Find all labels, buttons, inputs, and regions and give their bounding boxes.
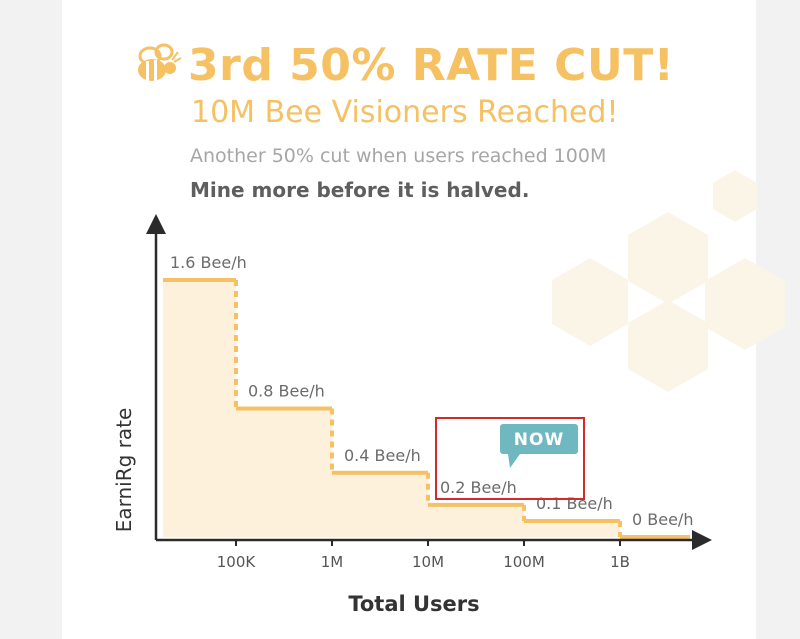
rate-area xyxy=(163,280,690,537)
page-title: 3rd 50% RATE CUT! xyxy=(188,40,675,91)
step-label: 0.1 Bee/h xyxy=(536,494,613,513)
now-badge-label: NOW xyxy=(514,430,564,450)
x-axis-title: Total Users xyxy=(348,592,479,616)
note-text: Another 50% cut when users reached 100M xyxy=(190,145,607,167)
now-badge: NOW xyxy=(500,424,578,468)
rate-steps xyxy=(163,278,690,539)
hexagon-decoration xyxy=(552,170,785,392)
x-tick-label: 1B xyxy=(610,553,630,571)
rate-labels: 1.6 Bee/h 0.8 Bee/h 0.4 Bee/h 0.2 Bee/h 0.1 … xyxy=(170,253,693,529)
y-axis-title: EarniRg rate xyxy=(112,408,136,533)
title-row: 3rd 50% RATE CUT! xyxy=(130,42,674,90)
step-label: 0.8 Bee/h xyxy=(248,382,325,401)
x-axis-arrow xyxy=(692,530,712,550)
subtitle: 10M Bee Visioners Reached! xyxy=(191,95,619,130)
now-highlight-box xyxy=(435,417,585,500)
callout-text: Mine more before it is halved. xyxy=(190,178,530,202)
step-label: 1.6 Bee/h xyxy=(170,253,247,272)
x-tick-label: 1M xyxy=(321,553,344,571)
x-tick-label: 100K xyxy=(217,553,257,571)
y-axis-arrow xyxy=(146,214,166,234)
step-label: 0 Bee/h xyxy=(632,510,693,529)
x-tick-label: 10M xyxy=(412,553,444,571)
x-tick-label: 100M xyxy=(503,553,545,571)
bee-icon xyxy=(130,42,182,90)
x-ticks: 100K 1M 10M 100M 1B xyxy=(217,540,630,571)
step-label: 0.2 Bee/h xyxy=(440,478,517,497)
step-label: 0.4 Bee/h xyxy=(344,446,421,465)
